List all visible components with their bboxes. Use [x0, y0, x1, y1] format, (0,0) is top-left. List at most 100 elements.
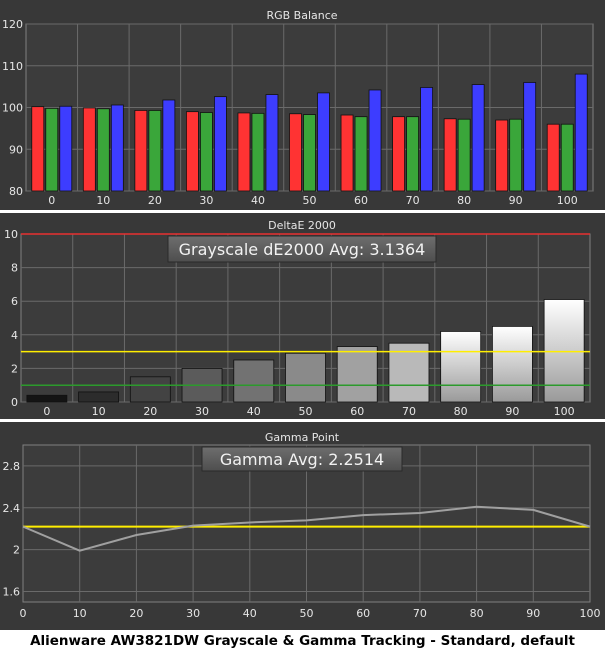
rgb-bar-blue — [523, 82, 537, 192]
rgb-bar-blue — [471, 84, 485, 192]
deltae-bar — [78, 391, 119, 403]
rgb-bar-red — [392, 116, 405, 192]
rgb-bar-blue — [110, 104, 124, 192]
rgb-bar-green — [509, 118, 523, 192]
rgb-bar-red — [31, 106, 45, 192]
rgb-bar-green — [148, 110, 162, 192]
deltae-bar — [440, 331, 482, 403]
deltae-x-tick-label: 40 — [247, 405, 261, 418]
rgb-bar-blue — [368, 89, 382, 192]
deltae-bar — [129, 376, 171, 403]
gamma-x-tick-label: 80 — [470, 607, 484, 620]
gamma-x-tick-label: 60 — [356, 607, 370, 620]
gamma-y-tick-label: 2.4 — [3, 502, 21, 515]
rgb-y-tick-label: 80 — [9, 185, 23, 198]
rgb-bar-red — [546, 123, 560, 192]
gamma-y-tick-label: 2.8 — [3, 460, 21, 473]
gamma-y-tick-label: 1.6 — [3, 586, 21, 599]
rgb-y-tick-label: 90 — [9, 143, 23, 156]
gamma-average-badge — [201, 446, 403, 472]
deltae-y-tick-label: 4 — [11, 329, 18, 342]
deltae-x-tick-label: 60 — [350, 405, 364, 418]
deltae-y-tick-label: 10 — [4, 228, 18, 241]
rgb-y-tick-label: 100 — [2, 102, 23, 115]
deltae-bar — [233, 359, 275, 403]
deltae-bar — [492, 325, 533, 403]
gamma-x-tick-label: 90 — [526, 607, 540, 620]
deltae-bar — [336, 346, 378, 403]
deltae-y-tick-label: 2 — [11, 362, 18, 375]
deltae-x-tick-label: 80 — [454, 405, 468, 418]
rgb-bar-blue — [317, 92, 330, 192]
deltae-y-tick-label: 6 — [11, 295, 18, 308]
gamma-series-line — [22, 505, 591, 552]
deltae-bar — [388, 342, 430, 403]
deltae-x-tick-label: 10 — [92, 405, 106, 418]
rgb-x-tick-label: 50 — [303, 194, 317, 207]
gamma-y-tick-label: 2 — [13, 544, 20, 557]
deltae-bar — [543, 299, 585, 403]
rgb-bar-blue — [214, 96, 227, 192]
rgb-bar-green — [251, 112, 265, 192]
rgb-bar-green — [354, 116, 368, 192]
rgb-bar-blue — [59, 105, 73, 192]
deltae-x-tick-label: 30 — [195, 405, 209, 418]
gamma-x-tick-label: 50 — [300, 607, 314, 620]
rgb-y-tick-label: 120 — [2, 18, 23, 31]
rgb-x-tick-label: 20 — [148, 194, 162, 207]
rgb-x-tick-label: 60 — [354, 194, 368, 207]
rgb-x-tick-label: 90 — [509, 194, 523, 207]
deltae-average-badge — [167, 235, 437, 263]
rgb-bar-red — [186, 111, 199, 192]
rgb-y-tick-label: 110 — [2, 60, 23, 73]
figure-caption: Alienware AW3821DW Grayscale & Gamma Tra… — [30, 633, 575, 649]
deltae-y-tick-label: 0 — [11, 396, 18, 409]
deltae-chart-title: DeltaE 2000 — [268, 219, 336, 232]
deltae-x-tick-label: 0 — [43, 405, 50, 418]
gamma-average-label: Gamma Avg: 2.2514 — [220, 450, 384, 469]
rgb-bar-green — [457, 118, 471, 192]
deltae-x-tick-label: 50 — [299, 405, 313, 418]
gamma-chart-title: Gamma Point — [265, 431, 340, 444]
rgb-x-tick-label: 100 — [557, 194, 578, 207]
rgb-bar-green — [560, 123, 574, 192]
rgb-x-tick-label: 70 — [406, 194, 420, 207]
rgb-bar-blue — [162, 99, 176, 192]
rgb-bar-blue — [265, 94, 279, 192]
gamma-x-tick-label: 0 — [20, 607, 27, 620]
deltae-bar — [26, 394, 68, 403]
rgb-x-tick-label: 30 — [199, 194, 213, 207]
deltae-bar — [285, 352, 326, 403]
deltae-x-tick-label: 90 — [505, 405, 519, 418]
rgb-bar-green — [303, 114, 316, 192]
rgb-bar-red — [82, 107, 96, 192]
gamma-x-tick-label: 100 — [580, 607, 601, 620]
rgb-bar-red — [340, 114, 354, 192]
rgb-bar-blue — [420, 87, 433, 192]
rgb-bar-green — [200, 112, 213, 192]
rgb-bar-red — [495, 119, 509, 192]
deltae-y-tick-label: 8 — [11, 262, 18, 275]
rgb-x-tick-label: 10 — [96, 194, 110, 207]
rgb-x-tick-label: 80 — [457, 194, 471, 207]
deltae-x-tick-label: 20 — [143, 405, 157, 418]
deltae-x-tick-label: 70 — [402, 405, 416, 418]
rgb-bar-blue — [574, 73, 588, 192]
rgb-bar-green — [96, 108, 110, 192]
deltae-x-tick-label: 100 — [554, 405, 575, 418]
rgb-bar-red — [289, 113, 302, 192]
rgb-chart-title: RGB Balance — [266, 9, 337, 22]
gamma-x-tick-label: 30 — [186, 607, 200, 620]
gamma-x-tick-label: 40 — [243, 607, 257, 620]
rgb-bar-red — [443, 118, 457, 192]
rgb-bar-green — [406, 116, 419, 192]
rgb-x-tick-label: 40 — [251, 194, 265, 207]
deltae-average-label: Grayscale dE2000 Avg: 3.1364 — [179, 240, 426, 259]
gamma-x-tick-label: 70 — [413, 607, 427, 620]
rgb-bar-green — [45, 107, 59, 192]
rgb-bar-red — [237, 112, 251, 192]
gamma-x-tick-label: 10 — [73, 607, 87, 620]
rgb-bar-red — [134, 110, 148, 192]
